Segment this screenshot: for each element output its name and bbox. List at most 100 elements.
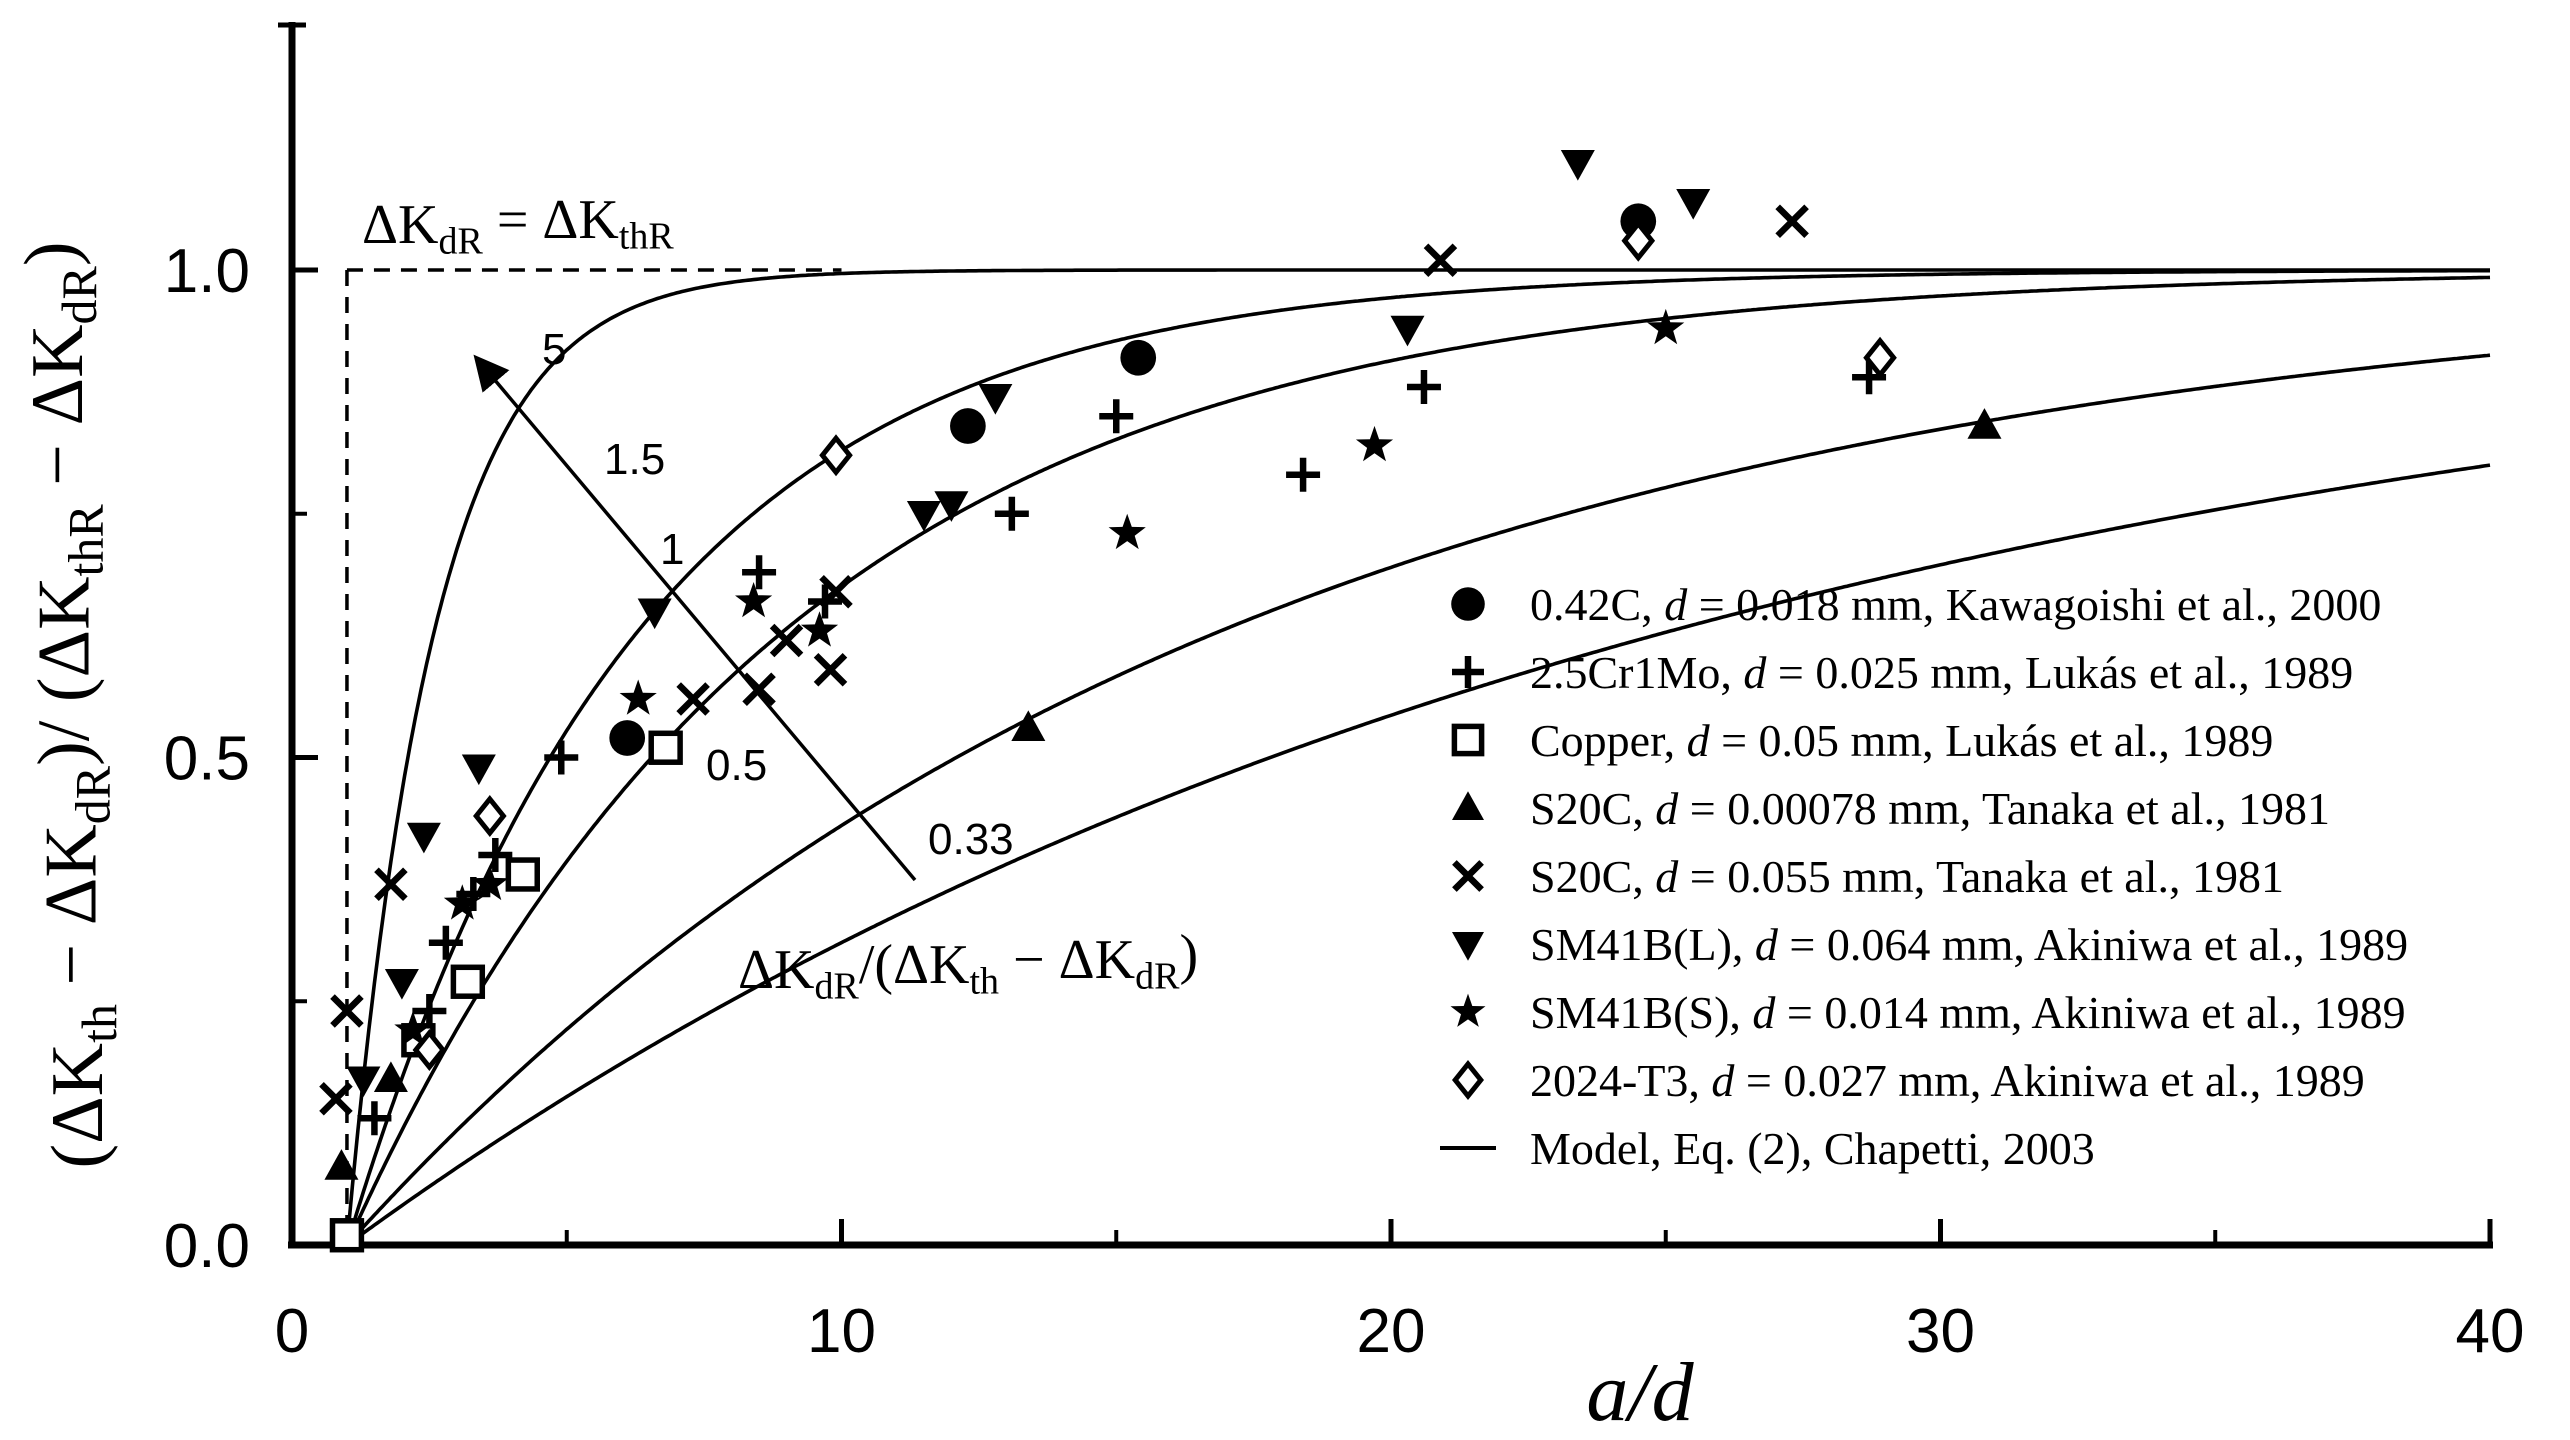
legend-marker-triangle-up xyxy=(1452,791,1484,820)
data-point-triangle-up-shape xyxy=(373,1061,408,1092)
legend-marker-star xyxy=(1450,993,1486,1027)
legend-item: S20C, d = 0.00078 mm, Tanaka et al., 198… xyxy=(1452,783,2330,834)
data-point-plus-shape xyxy=(544,740,579,775)
curve-label-1: 1 xyxy=(660,525,684,574)
data-point-x-shape xyxy=(330,994,364,1028)
data-point-plus-shape xyxy=(428,925,463,960)
data-point-triangle-down xyxy=(934,491,969,522)
data-point-triangle-down xyxy=(1390,315,1425,347)
data-point-triangle-down xyxy=(906,501,941,532)
data-point-x xyxy=(319,1082,353,1116)
data-point-triangle-up xyxy=(1011,710,1046,741)
data-point-x-shape xyxy=(1423,243,1458,277)
data-point-square-open xyxy=(648,730,683,765)
data-point-star-shape xyxy=(1647,308,1685,345)
data-point-star xyxy=(735,582,773,618)
data-point-star-shape xyxy=(619,679,657,715)
data-point-circle xyxy=(950,408,986,444)
data-point-triangle-down-shape xyxy=(384,969,419,1000)
data-point-diamond-open xyxy=(819,434,853,477)
legend-marker-triangle-down xyxy=(1452,932,1484,961)
data-point-plus xyxy=(357,1101,392,1136)
curve-label-1.5: 1.5 xyxy=(604,435,665,484)
data-point-diamond-open-shape xyxy=(412,1028,447,1072)
model-curve-r-1 xyxy=(345,275,2491,1246)
legend-marker-circle xyxy=(1451,587,1485,621)
data-point-triangle-up-shape xyxy=(1011,710,1046,741)
legend-marker-plus-shape xyxy=(1452,656,1484,688)
model-curve-r-5 xyxy=(345,268,2490,1246)
x-tick-label: 20 xyxy=(1357,1297,1426,1366)
data-point-diamond-open xyxy=(473,794,507,838)
curve-label-5: 5 xyxy=(542,325,566,374)
data-point-diamond-open-shape xyxy=(1621,219,1656,262)
legend-marker-star-shape xyxy=(1450,993,1486,1027)
data-point-x xyxy=(676,682,710,716)
data-point-star-shape xyxy=(1108,513,1146,550)
model-curve-r-0.33 xyxy=(345,463,2491,1247)
legend-item: SM41B(L), d = 0.064 mm, Akiniwa et al., … xyxy=(1452,919,2408,970)
data-point-triangle-up-shape xyxy=(324,1149,359,1180)
data-point-star xyxy=(1355,425,1394,462)
data-point-diamond-open-shape xyxy=(1863,336,1897,379)
data-point-plus xyxy=(1286,457,1321,492)
legend-label: 2024-T3, d = 0.027 mm, Akiniwa et al., 1… xyxy=(1530,1055,2365,1106)
data-point-x-shape xyxy=(319,1082,353,1116)
data-point-plus-shape xyxy=(357,1101,392,1136)
data-point-triangle-down xyxy=(637,598,672,630)
x-ticks: 0 10 20 30 40 xyxy=(275,1219,2525,1366)
legend-marker-square-open xyxy=(1451,723,1485,757)
data-points xyxy=(319,150,2002,1253)
data-point-square-open-shape xyxy=(329,1218,365,1253)
y-ticks: 0.0 0.5 1.0 xyxy=(164,22,318,1281)
data-point-star-shape xyxy=(735,582,773,618)
data-point-plus xyxy=(412,994,447,1028)
data-point-x-shape xyxy=(1775,204,1809,238)
data-point-plus xyxy=(994,496,1029,531)
legend-label: SM41B(L), d = 0.064 mm, Akiniwa et al., … xyxy=(1530,919,2408,970)
data-point-star-shape xyxy=(394,1011,432,1047)
data-point-diamond-open xyxy=(412,1028,447,1072)
data-point-star-shape xyxy=(443,884,481,920)
data-point-triangle-up-shape xyxy=(1967,408,2002,439)
model-curve-r-0.5 xyxy=(345,353,2491,1247)
x-tick-label: 10 xyxy=(807,1297,876,1366)
data-point-plus-shape xyxy=(994,496,1029,531)
data-point-diamond-open xyxy=(1621,219,1656,262)
data-point-square-open-shape xyxy=(648,730,683,765)
data-point-triangle-up xyxy=(1967,408,2002,439)
x-tick-label: 40 xyxy=(2456,1297,2525,1366)
data-point-triangle-down-shape xyxy=(978,384,1013,415)
data-point-x-shape xyxy=(676,682,710,716)
legend-item: 0.42C, d = 0.018 mm, Kawagoishi et al., … xyxy=(1451,579,2381,630)
data-point-circle-shape xyxy=(1120,339,1157,376)
data-point-plus xyxy=(1406,370,1441,404)
data-point-circle xyxy=(1120,339,1157,376)
x-tick-label: 30 xyxy=(1906,1297,1975,1366)
data-point-triangle-up xyxy=(324,1149,359,1180)
data-point-plus-shape xyxy=(478,838,513,872)
data-point-plus-shape xyxy=(1406,370,1441,404)
data-point-triangle-down xyxy=(978,384,1013,415)
data-point-x xyxy=(819,575,853,609)
data-point-triangle-down-shape xyxy=(934,491,969,522)
data-point-x xyxy=(1775,204,1809,238)
legend-marker-x xyxy=(1452,860,1484,892)
data-point-plus xyxy=(1099,399,1134,434)
data-point-triangle-down-shape xyxy=(906,501,941,532)
data-point-circle-shape xyxy=(950,408,986,444)
data-point-plus-shape xyxy=(412,994,447,1028)
data-point-plus-shape xyxy=(742,555,777,590)
data-point-x xyxy=(1423,243,1458,277)
legend-item: Copper, d = 0.05 mm, Lukás et al., 1989 xyxy=(1451,715,2273,766)
data-point-plus xyxy=(742,555,777,590)
data-point-x xyxy=(742,672,776,706)
legend-marker-square-open-shape xyxy=(1451,723,1485,757)
legend-marker-triangle-up-shape xyxy=(1452,791,1484,820)
data-point-x-shape xyxy=(374,867,408,901)
data-point-triangle-down-shape xyxy=(1560,150,1595,181)
legend-item: 2.5Cr1Mo, d = 0.025 mm, Lukás et al., 19… xyxy=(1452,647,2353,698)
data-point-triangle-down-shape xyxy=(637,598,672,630)
data-point-plus xyxy=(428,925,463,960)
legend-marker-triangle-down-shape xyxy=(1452,932,1484,961)
